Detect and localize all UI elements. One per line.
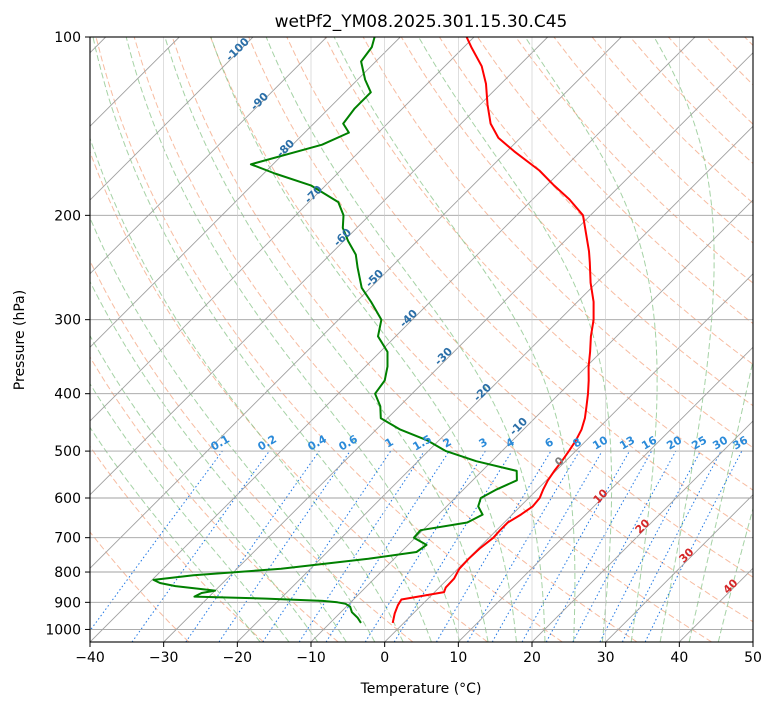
- y-tick-label: 400: [54, 387, 81, 403]
- isotherm-line: [90, 37, 695, 642]
- mixing-ratio-line: [263, 451, 391, 642]
- mixing-ratio-line: [82, 451, 223, 642]
- mixing-ratio-label: 20: [664, 433, 684, 452]
- isotherm-label: -70: [302, 183, 325, 206]
- mixing-ratio-label: 30: [710, 433, 730, 452]
- mixing-ratio-label: 13: [617, 434, 637, 453]
- x-tick-label: 10: [449, 650, 467, 666]
- isotherm-line: [0, 37, 400, 642]
- isotherm-label: -40: [397, 307, 420, 330]
- mixing-ratio-label: 0.6: [337, 432, 361, 453]
- moist-adiabat-label: 20: [633, 516, 653, 536]
- dry-adiabat: [0, 37, 189, 642]
- x-tick-label: 30: [597, 650, 615, 666]
- isotherm-label: -10: [507, 415, 530, 438]
- y-tick-label: 900: [54, 595, 81, 611]
- isotherm-line: [458, 37, 775, 642]
- isotherm-line: [532, 37, 775, 642]
- isotherm-line: [753, 37, 775, 642]
- y-tick-label: 700: [54, 531, 81, 547]
- isotherm-line: [16, 37, 621, 642]
- dry-adiabat: [58, 37, 488, 642]
- isotherm-label: -100: [223, 35, 252, 64]
- moist-adiabat: [0, 37, 260, 642]
- mixing-ratio-line: [299, 451, 424, 642]
- mixing-ratio-line: [326, 451, 449, 642]
- y-tick-label: 1000: [45, 622, 81, 638]
- moist-adiabat-label: 40: [721, 576, 741, 596]
- mixing-ratio-label: 16: [639, 433, 659, 452]
- moist-adiabat: [718, 37, 775, 642]
- isotherm-label: -30: [432, 345, 455, 368]
- x-tick-label: 50: [744, 650, 762, 666]
- moist-adiabat: [64, 37, 403, 642]
- y-tick-label: 100: [54, 30, 81, 46]
- mixing-ratio-label: 6: [543, 435, 556, 450]
- y-axis-label: Pressure (hPa): [12, 290, 28, 390]
- x-tick-label: −10: [296, 650, 326, 666]
- x-tick-label: −20: [223, 650, 253, 666]
- x-tick-label: 0: [380, 650, 389, 666]
- x-tick-label: 40: [670, 650, 688, 666]
- moist-adiabat: [38, 37, 375, 642]
- y-tick-label: 200: [54, 208, 81, 224]
- dry-adiabat: [0, 37, 338, 642]
- y-tick-label: 500: [54, 444, 81, 460]
- y-tick-label: 300: [54, 313, 81, 329]
- isotherm-line: [0, 37, 548, 642]
- dry-adiabat: [20, 37, 413, 642]
- isotherm-line: [164, 37, 769, 642]
- y-tick-label: 800: [54, 565, 81, 581]
- moist-adiabat: [165, 37, 488, 642]
- moist-adiabat: [211, 37, 517, 642]
- moist-adiabat: [0, 37, 318, 642]
- dry-adiabat: [134, 37, 637, 642]
- mixing-ratio-line: [436, 451, 551, 642]
- temperature-profile-line: [393, 37, 594, 623]
- mixing-ratio-label: 0.1: [209, 432, 232, 453]
- x-axis-label: Temperature (°C): [360, 681, 482, 697]
- moist-adiabat: [689, 37, 775, 642]
- x-tick-label: −30: [149, 650, 179, 666]
- x-tick-label: 20: [523, 650, 541, 666]
- isotherm-line: [679, 37, 775, 642]
- y-tick-label: 600: [54, 491, 81, 507]
- dry-adiabat: [478, 37, 775, 642]
- x-tick-label: −40: [75, 650, 105, 666]
- dry-adiabat: [745, 37, 775, 642]
- mixing-ratio-label: 36: [730, 433, 750, 452]
- moist-adiabat: [419, 37, 612, 642]
- mixing-ratio-label: 10: [590, 433, 610, 452]
- isotherm-line: [0, 37, 327, 642]
- dry-adiabat: [0, 37, 264, 642]
- mixing-ratio-label: 0.2: [256, 432, 279, 453]
- isotherm-label: -20: [471, 381, 494, 404]
- mixing-ratio-label: 25: [689, 434, 709, 453]
- dry-adiabat: [707, 37, 775, 642]
- mixing-ratio-label: 3: [477, 435, 490, 450]
- mixing-ratio-line: [573, 451, 676, 642]
- isotherm-line: [237, 37, 775, 642]
- isotherm-label: -90: [248, 90, 271, 113]
- dewpoint-profile-line: [154, 37, 517, 623]
- moist-adiabat-label: 10: [591, 486, 611, 506]
- chart-title: wetPf2_YM08.2025.301.15.30.C45: [275, 12, 568, 32]
- mixing-ratio-label: 0.4: [306, 432, 330, 453]
- isotherm-label: -50: [363, 267, 386, 290]
